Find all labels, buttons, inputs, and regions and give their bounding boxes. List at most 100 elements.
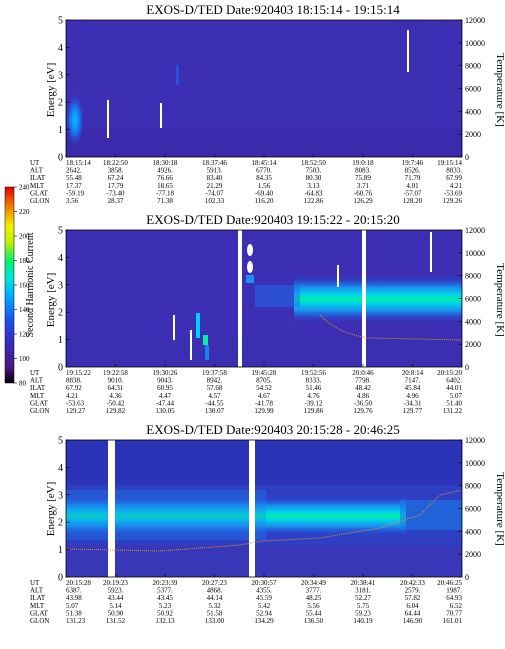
ephemeris-cell: 129.99: [254, 407, 274, 415]
ephemeris-cell: 20:19:23: [103, 579, 128, 587]
ephemeris-cell: 20:27:23: [202, 579, 227, 587]
ephemeris-cell: 20:30:57: [252, 579, 277, 587]
ephemeris-cell: 134.29: [254, 617, 274, 625]
colorbar-tick-label: 80: [19, 380, 27, 388]
ephemeris-cell: 19:37:58: [202, 369, 227, 377]
ephemeris-cell: -69.40: [255, 189, 274, 197]
colorbar-tick-label: 240: [19, 184, 30, 192]
ephemeris-cell: 45.84: [405, 384, 421, 392]
ephemeris-cell: 19:15:14: [437, 159, 462, 167]
ephemeris-cell: 5.56: [307, 602, 320, 610]
panel-3-heatmap: [65, 439, 463, 578]
y-tick-label: 2: [58, 308, 63, 319]
ephemeris-cell: 4.47: [159, 392, 172, 400]
ephemeris-row-label: GLON: [30, 407, 49, 415]
ephemeris-cell: 9010.: [108, 377, 124, 385]
ephemeris-cell: 116.20: [255, 197, 274, 205]
colorbar-tick-label: 220: [19, 208, 30, 216]
ephemeris-cell: 19:0:18: [352, 159, 374, 167]
y2-tick-label: 10000: [465, 249, 485, 258]
y-tick-label: 5: [58, 16, 63, 27]
ephemeris-cell: 4.96: [406, 392, 419, 400]
ephemeris-cell: 75.89: [355, 174, 371, 182]
ephemeris-cell: 126.29: [353, 197, 373, 205]
colorbar-scale: [4, 186, 15, 384]
y2-tick-label: 12000: [465, 226, 485, 235]
ephemeris-cell: -34.31: [403, 399, 422, 407]
panel-1-ephemeris: UTALTILATMLTGLATGLON18:15:142642.55.4817…: [30, 159, 463, 205]
ephemeris-cell: 3858.: [108, 167, 124, 175]
ephemeris-row-label: ALT: [30, 587, 44, 595]
ephemeris-row-label: UT: [30, 579, 40, 587]
ephemeris-cell: -53.63: [66, 399, 85, 407]
ephemeris-cell: 18.65: [157, 182, 173, 190]
ephemeris-cell: 52.27: [355, 594, 371, 602]
ephemeris-cell: 7147.: [405, 377, 421, 385]
y2-tick-label: 0: [465, 363, 469, 372]
ephemeris-cell: -73.40: [106, 189, 125, 197]
ephemeris-cell: 43.45: [157, 594, 173, 602]
y-tick-label: 0: [58, 363, 63, 374]
y2-tick-label: 2000: [465, 550, 481, 559]
ephemeris-cell: 84.35: [256, 174, 272, 182]
ephemeris-cell: 1.56: [258, 182, 271, 190]
panel-1-heatmap: [65, 19, 463, 158]
ephemeris-cell: 67.92: [66, 384, 82, 392]
panel-1: EXOS-D/TED Date:920403 18:15:14 - 19:15:…: [30, 2, 505, 205]
ephemeris-cell: 20:34:49: [301, 579, 326, 587]
ephemeris-cell: 18:45:14: [252, 159, 277, 167]
ephemeris-cell: 3.56: [66, 197, 79, 205]
ephemeris-cell: 5913.: [207, 167, 223, 175]
ephemeris-cell: 80.30: [306, 174, 322, 182]
ephemeris-cell: -36.50: [354, 399, 373, 407]
panel-1-title: EXOS-D/TED Date:920403 18:15:14 - 19:15:…: [146, 2, 400, 17]
ephemeris-cell: 4.36: [109, 392, 122, 400]
y2-tick-label: 0: [465, 573, 469, 582]
ephemeris-cell: -47.44: [156, 399, 175, 407]
y-tick-label: 4: [58, 43, 63, 54]
y2-tick-label: 8000: [465, 482, 481, 491]
ephemeris-cell: 6402.: [446, 377, 462, 385]
ephemeris-row-label: GLAT: [30, 189, 49, 197]
ephemeris-cell: 131.52: [106, 617, 126, 625]
panel-2-ylabel: Energy [eV]: [45, 273, 57, 327]
ephemeris-cell: 50.90: [108, 609, 124, 617]
ephemeris-cell: 6.04: [406, 602, 419, 610]
ephemeris-cell: 8333.: [306, 377, 322, 385]
ephemeris-cell: 6770.: [256, 167, 272, 175]
y-tick-label: 5: [58, 226, 63, 237]
ephemeris-cell: 129.86: [304, 407, 324, 415]
ephemeris-cell: 7503.: [306, 167, 322, 175]
ephemeris-cell: 8838.: [66, 377, 82, 385]
y2-tick-label: 6000: [465, 505, 481, 514]
panel-3-title: EXOS-D/TED Date:920403 20:15:28 - 20:46:…: [146, 422, 399, 437]
y-tick-label: 0: [58, 153, 63, 164]
ephemeris-cell: 48.25: [306, 594, 322, 602]
ephemeris-cell: 51.38: [66, 609, 82, 617]
ephemeris-cell: 51.58: [207, 609, 223, 617]
ephemeris-row-label: GLON: [30, 197, 49, 205]
colorbar: 80 100 120 140 160 180 200 220 240 Second Harmon…: [4, 184, 36, 388]
ephemeris-cell: -59.19: [66, 189, 85, 197]
ephemeris-cell: 5923.: [108, 587, 124, 595]
ephemeris-cell: 57.68: [207, 384, 223, 392]
y2-tick-label: 2000: [465, 340, 481, 349]
ephemeris-cell: 5377.: [157, 587, 173, 595]
ephemeris-cell: -64.83: [304, 189, 323, 197]
ephemeris-cell: -39.12: [304, 399, 323, 407]
y2-tick-label: 6000: [465, 295, 481, 304]
ephemeris-cell: 18:15:14: [66, 159, 91, 167]
ephemeris-cell: 20:46:25: [437, 579, 462, 587]
ephemeris-cell: 5.14: [109, 602, 122, 610]
colorbar-label: Second Harmonic Current: [25, 232, 36, 337]
ephemeris-cell: 19:30:26: [153, 369, 178, 377]
ephemeris-cell: 52.94: [256, 609, 272, 617]
ephemeris-cell: 1987.: [446, 587, 462, 595]
ephemeris-cell: 18:30:18: [153, 159, 178, 167]
ephemeris-cell: 19:15:22: [66, 369, 91, 377]
ephemeris-cell: 129.76: [353, 407, 373, 415]
ephemeris-cell: 5.23: [159, 602, 172, 610]
ephemeris-cell: -44.55: [205, 399, 224, 407]
y-tick-label: 4: [58, 463, 63, 474]
